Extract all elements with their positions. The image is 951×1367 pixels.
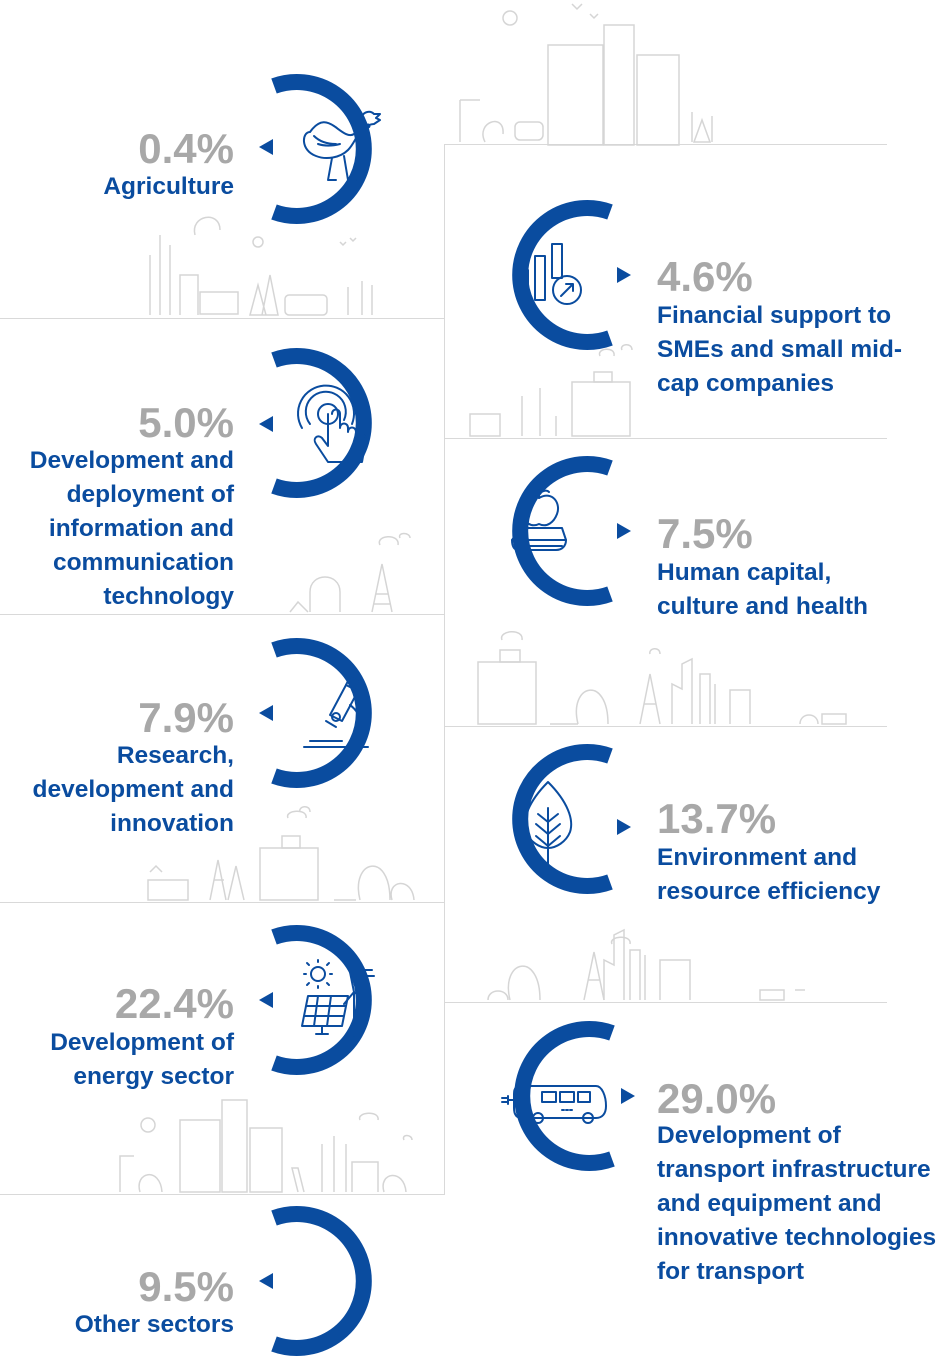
center-divider bbox=[444, 145, 445, 1195]
row-divider bbox=[444, 438, 887, 439]
touch-hand-icon bbox=[297, 384, 367, 463]
pointer-smes bbox=[617, 267, 631, 283]
ring-human bbox=[512, 456, 613, 606]
percent-value: 9.5% bbox=[138, 1263, 234, 1310]
pointer-ict bbox=[259, 416, 273, 432]
pointer-agriculture bbox=[259, 139, 273, 155]
solar-wind-icon bbox=[301, 959, 375, 1037]
row-divider bbox=[444, 726, 887, 727]
pointer-human bbox=[617, 523, 631, 539]
pointer-research bbox=[259, 705, 273, 721]
ring-ict bbox=[271, 348, 372, 498]
sector-label: Environment and resource efficiency bbox=[657, 844, 881, 905]
rooster-icon bbox=[303, 110, 381, 181]
pointer-other bbox=[259, 1273, 273, 1289]
percent-value: 22.4% bbox=[114, 980, 234, 1027]
sector-label: Research, development and innovation bbox=[32, 742, 234, 837]
leaf-icon bbox=[523, 781, 573, 875]
sector-label: Agriculture bbox=[103, 173, 234, 200]
percent-value: 5.0% bbox=[138, 399, 234, 446]
ring-energy bbox=[271, 925, 372, 1075]
sector-label: Development of energy sector bbox=[50, 1029, 234, 1090]
ring-research bbox=[271, 638, 372, 788]
row-divider bbox=[0, 1194, 444, 1195]
percent-value: 4.6% bbox=[657, 253, 753, 300]
sector-label: Financial support to SMEs and small mid-… bbox=[657, 302, 903, 397]
sector-label: Development of transport infrastructure … bbox=[657, 1122, 937, 1285]
percent-value: 13.7% bbox=[657, 795, 777, 842]
percent-value: 7.9% bbox=[138, 694, 234, 741]
ring-transport bbox=[514, 1021, 615, 1171]
percent-value: 7.5% bbox=[657, 510, 753, 557]
pointer-energy bbox=[259, 992, 273, 1008]
ring-environment bbox=[512, 744, 613, 894]
pointer-transport bbox=[621, 1088, 635, 1104]
percent-value: 0.4% bbox=[138, 125, 234, 172]
sector-label: Human capital, culture and health bbox=[657, 559, 869, 620]
ring-agriculture bbox=[271, 74, 372, 224]
row-divider bbox=[0, 318, 444, 319]
electric-bus-icon bbox=[501, 1085, 607, 1124]
percent-value: 29.0% bbox=[657, 1075, 777, 1122]
chart-growth-icon bbox=[517, 243, 582, 305]
ring-other bbox=[271, 1206, 372, 1356]
row-divider bbox=[444, 1002, 887, 1003]
pointer-environment bbox=[617, 819, 631, 835]
microscope-icon bbox=[303, 676, 369, 748]
apple-book-icon bbox=[511, 489, 567, 551]
row-divider bbox=[0, 902, 444, 903]
sector-label: Development and deployment of informatio… bbox=[29, 447, 234, 610]
sector-label: Other sectors bbox=[74, 1311, 234, 1338]
ring-smes bbox=[512, 200, 613, 350]
row-divider bbox=[0, 614, 444, 615]
